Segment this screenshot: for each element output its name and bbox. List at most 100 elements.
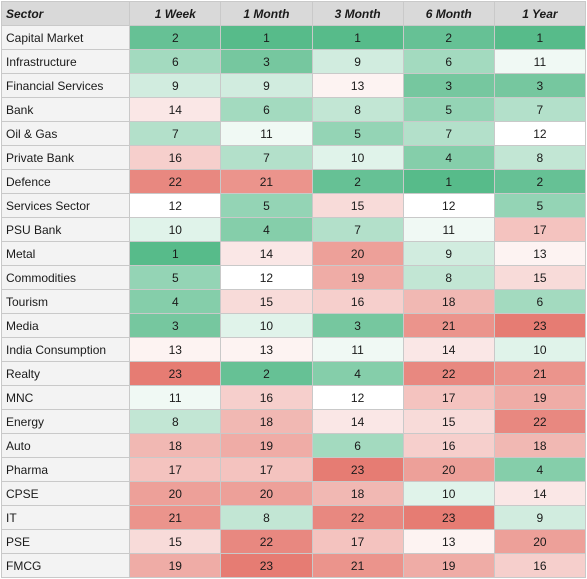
sector-name-cell: Private Bank: [0, 145, 131, 170]
sector-name-cell: Realty: [0, 361, 131, 386]
rank-cell: 5: [220, 193, 313, 218]
rank-cell: 6: [311, 433, 404, 458]
rank-cell: 20: [402, 457, 495, 482]
table-row: Metal 1 14 20 9 13: [0, 241, 587, 266]
rank-cell: 1: [129, 241, 222, 266]
rank-cell: 22: [220, 529, 313, 554]
table-row: Capital Market 2 1 1 2 1: [0, 25, 587, 50]
rank-cell: 21: [493, 361, 587, 386]
column-header-1-year: 1 Year: [493, 1, 587, 26]
sector-name-cell: Pharma: [0, 457, 131, 482]
sector-name-cell: Media: [0, 313, 131, 338]
rank-cell: 22: [402, 361, 495, 386]
rank-cell: 5: [311, 121, 404, 146]
rank-cell: 4: [402, 145, 495, 170]
table-row: Infrastructure 6 3 9 6 11: [0, 49, 587, 74]
rank-cell: 17: [402, 385, 495, 410]
sector-name-cell: India Consumption: [0, 337, 131, 362]
table-row: FMCG 19 23 21 19 16: [0, 553, 587, 578]
rank-cell: 15: [129, 529, 222, 554]
rank-cell: 18: [311, 481, 404, 506]
header-row: Sector 1 Week 1 Month 3 Month 6 Month 1 …: [0, 1, 587, 26]
rank-cell: 10: [220, 313, 313, 338]
table-row: Oil & Gas 7 11 5 7 12: [0, 121, 587, 146]
sector-name-cell: Tourism: [0, 289, 131, 314]
rank-cell: 2: [402, 25, 495, 50]
rank-cell: 17: [493, 217, 587, 242]
rank-cell: 2: [129, 25, 222, 50]
rank-cell: 11: [129, 385, 222, 410]
rank-cell: 12: [129, 193, 222, 218]
rank-cell: 10: [493, 337, 587, 362]
rank-cell: 15: [402, 409, 495, 434]
rank-cell: 17: [220, 457, 313, 482]
rank-cell: 20: [129, 481, 222, 506]
table-row: Private Bank 16 7 10 4 8: [0, 145, 587, 170]
table-row: Financial Services 9 9 13 3 3: [0, 73, 587, 98]
rank-cell: 5: [402, 97, 495, 122]
rank-cell: 17: [129, 457, 222, 482]
rank-cell: 22: [493, 409, 587, 434]
rank-cell: 10: [129, 217, 222, 242]
rank-cell: 9: [129, 73, 222, 98]
rank-cell: 3: [311, 313, 404, 338]
rank-cell: 13: [129, 337, 222, 362]
rank-cell: 16: [220, 385, 313, 410]
rank-cell: 11: [402, 217, 495, 242]
sector-name-cell: Capital Market: [0, 25, 131, 50]
table-row: Energy 8 18 14 15 22: [0, 409, 587, 434]
rank-cell: 4: [220, 217, 313, 242]
rank-cell: 7: [129, 121, 222, 146]
rank-cell: 23: [220, 553, 313, 578]
rank-cell: 16: [493, 553, 587, 578]
rank-cell: 21: [311, 553, 404, 578]
rank-cell: 6: [220, 97, 313, 122]
rank-cell: 15: [493, 265, 587, 290]
rank-cell: 13: [493, 241, 587, 266]
rank-cell: 10: [311, 145, 404, 170]
rank-cell: 14: [129, 97, 222, 122]
table-row: Defence 22 21 2 1 2: [0, 169, 587, 194]
rank-cell: 23: [402, 505, 495, 530]
table-body: Capital Market 2 1 1 2 1 Infrastructure 6 3 9 6 11 F…: [0, 25, 587, 578]
rank-cell: 9: [493, 505, 587, 530]
rank-cell: 6: [129, 49, 222, 74]
rank-cell: 14: [311, 409, 404, 434]
rank-cell: 22: [311, 505, 404, 530]
sector-name-cell: Oil & Gas: [0, 121, 131, 146]
table-row: Auto 18 19 6 16 18: [0, 433, 587, 458]
column-header-sector: Sector: [0, 1, 131, 26]
table-row: MNC 11 16 12 17 19: [0, 385, 587, 410]
rank-cell: 19: [493, 385, 587, 410]
rank-cell: 4: [311, 361, 404, 386]
rank-cell: 7: [493, 97, 587, 122]
sector-name-cell: Auto: [0, 433, 131, 458]
rank-cell: 20: [220, 481, 313, 506]
rank-cell: 12: [220, 265, 313, 290]
rank-cell: 12: [402, 193, 495, 218]
rank-cell: 3: [402, 73, 495, 98]
rank-cell: 10: [402, 481, 495, 506]
rank-cell: 1: [220, 25, 313, 50]
table-row: PSU Bank 10 4 7 11 17: [0, 217, 587, 242]
sector-name-cell: Metal: [0, 241, 131, 266]
rank-cell: 2: [493, 169, 587, 194]
table-row: Realty 23 2 4 22 21: [0, 361, 587, 386]
sector-name-cell: MNC: [0, 385, 131, 410]
rank-cell: 11: [311, 337, 404, 362]
rank-cell: 14: [493, 481, 587, 506]
sector-name-cell: PSU Bank: [0, 217, 131, 242]
rank-cell: 19: [220, 433, 313, 458]
rank-cell: 9: [220, 73, 313, 98]
sector-name-cell: IT: [0, 505, 131, 530]
rank-cell: 8: [129, 409, 222, 434]
rank-cell: 20: [311, 241, 404, 266]
rank-cell: 9: [402, 241, 495, 266]
rank-cell: 23: [493, 313, 587, 338]
rank-cell: 7: [402, 121, 495, 146]
rank-cell: 5: [129, 265, 222, 290]
rank-cell: 8: [311, 97, 404, 122]
rank-cell: 12: [493, 121, 587, 146]
rank-cell: 14: [402, 337, 495, 362]
sector-name-cell: Financial Services: [0, 73, 131, 98]
